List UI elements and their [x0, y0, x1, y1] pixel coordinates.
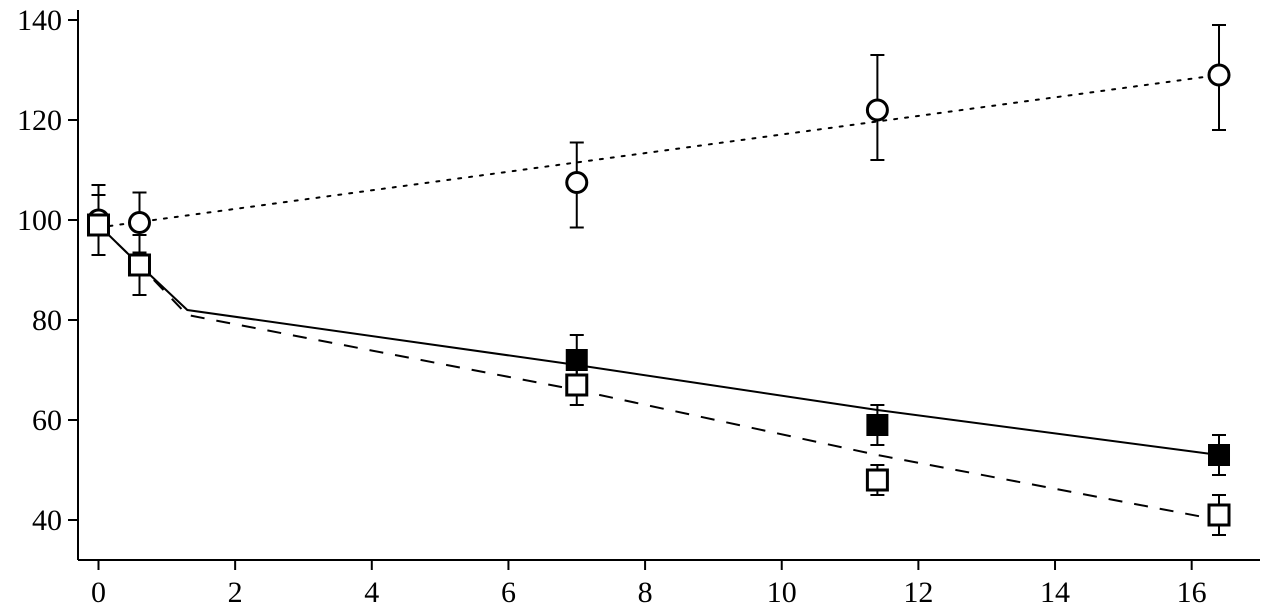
marker-open-square	[129, 255, 149, 275]
line-chart: 0 2 4 6 8 10 12 14 16 40 60 80 100 120 140	[0, 0, 1277, 611]
marker-open-circle	[867, 100, 887, 120]
x-tick-label: 4	[364, 576, 379, 609]
y-tick-label: 140	[17, 4, 62, 37]
y-tick-label: 120	[17, 104, 62, 137]
marker-open-square	[1209, 505, 1229, 525]
x-tick-label: 16	[1177, 576, 1207, 609]
x-tick-label: 6	[501, 576, 516, 609]
marker-open-square	[88, 215, 108, 235]
x-tick-label: 2	[228, 576, 243, 609]
y-tick-label: 40	[32, 504, 62, 537]
marker-open-square	[567, 375, 587, 395]
marker-open-circle	[567, 173, 587, 193]
y-tick-label: 60	[32, 404, 62, 437]
y-tick-label: 100	[17, 204, 62, 237]
x-tick-label: 0	[91, 576, 106, 609]
marker-open-circle	[129, 213, 149, 233]
x-tick-label: 8	[638, 576, 653, 609]
x-tick-label: 10	[767, 576, 797, 609]
marker-filled-square	[867, 415, 887, 435]
y-tick-label: 80	[32, 304, 62, 337]
marker-filled-square	[567, 350, 587, 370]
x-tick-label: 12	[903, 576, 933, 609]
marker-open-square	[867, 470, 887, 490]
marker-filled-square	[1209, 445, 1229, 465]
x-tick-label: 14	[1040, 576, 1070, 609]
marker-open-circle	[1209, 65, 1229, 85]
